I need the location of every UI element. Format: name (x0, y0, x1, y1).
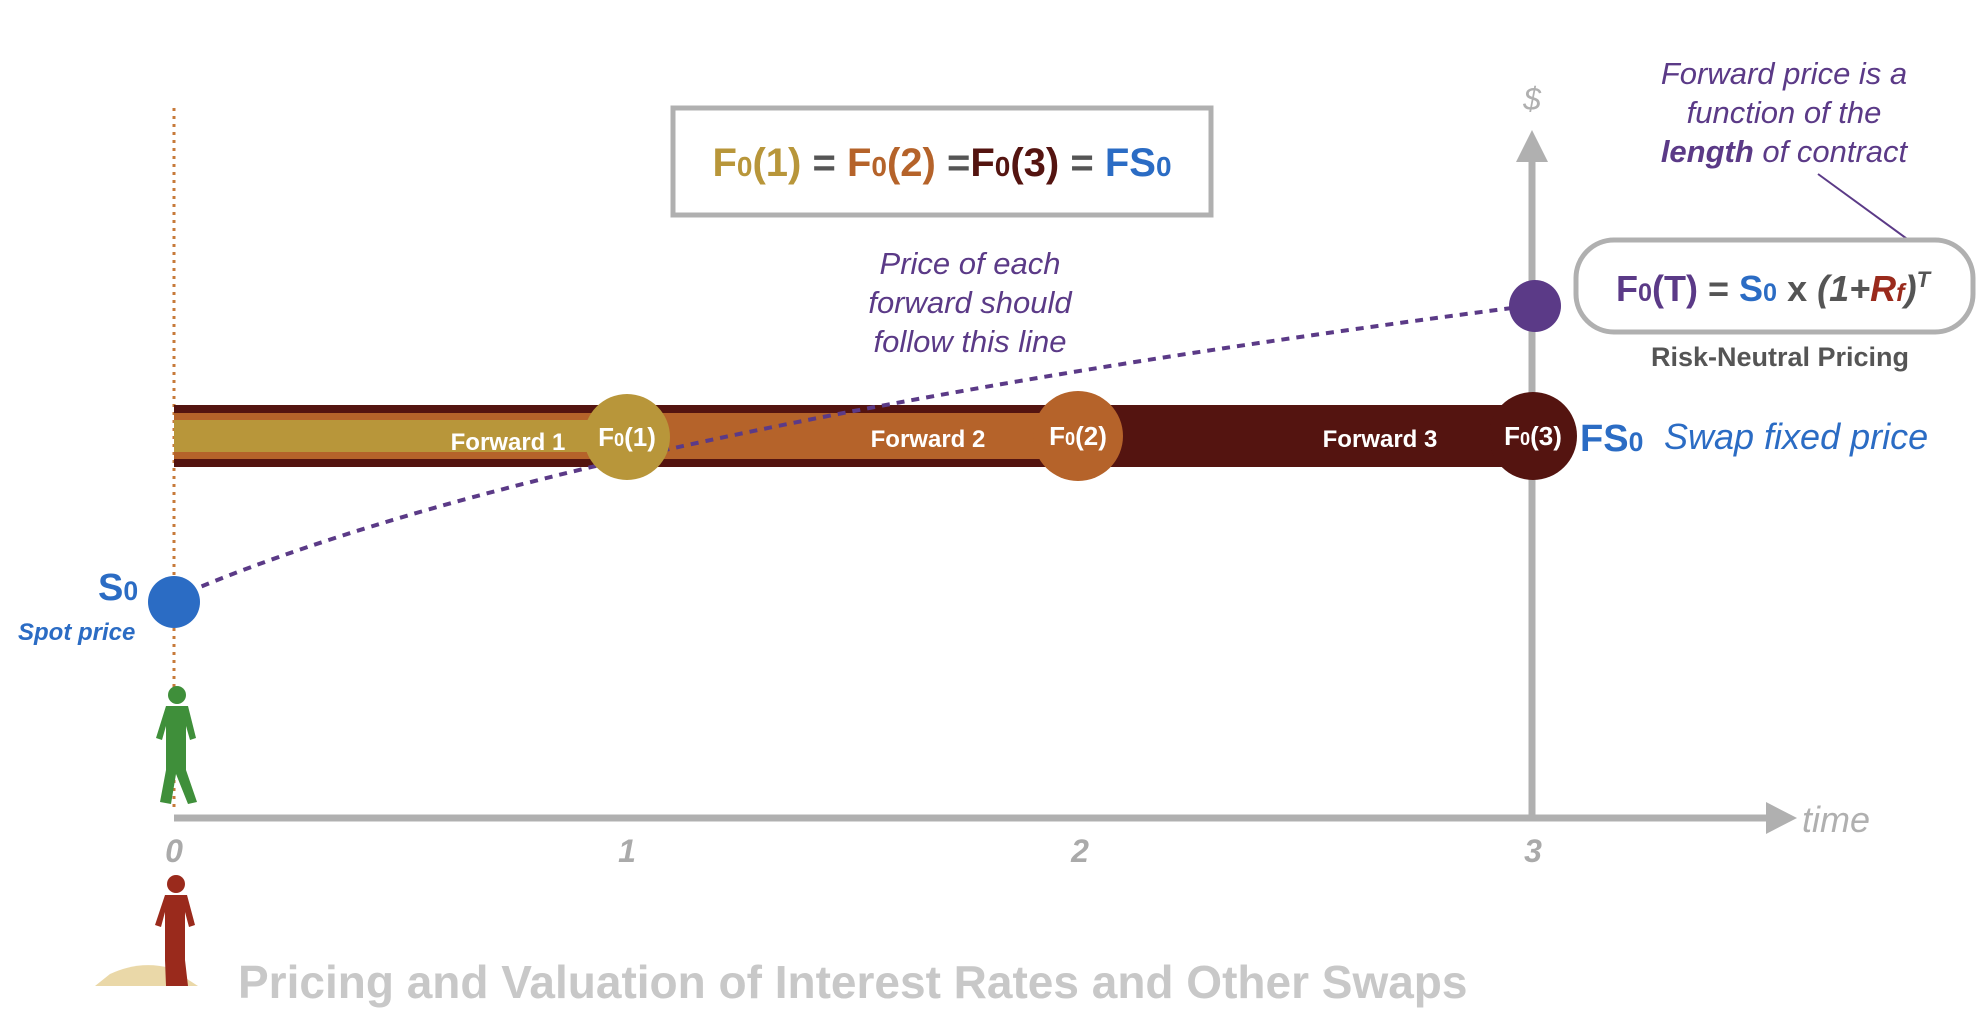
spot-symbol: S0 (98, 567, 138, 609)
spot-price-dot (148, 576, 200, 628)
risk-neutral-pricing-caption: Risk-Neutral Pricing (1651, 342, 1909, 372)
forward-2-node-label: F0(2) (1049, 421, 1107, 451)
forward-price-t-dot (1509, 280, 1561, 332)
y-axis-label: $ (1522, 81, 1542, 117)
risk-neutral-formula: F0(T) = S0 x (1+Rf)T (1616, 267, 1932, 309)
annotation-line-2: forward should (868, 285, 1073, 320)
length-annotation-line-3: length of contract (1661, 134, 1909, 169)
forward-1-bar (174, 420, 627, 452)
length-annotation-line-1: Forward price is a (1661, 56, 1907, 91)
length-annotation-line-2: function of the (1687, 95, 1882, 130)
forward-1-label: Forward 1 (451, 429, 566, 456)
green-person-icon (156, 686, 197, 804)
tick-label-0: 0 (165, 833, 183, 869)
forward-3-node-label: F0(3) (1504, 421, 1562, 451)
slide-footer-title: Pricing and Valuation of Interest Rates … (238, 956, 1468, 1008)
spot-price-label: Spot price (18, 619, 135, 646)
risk-neutral-formula-box (1573, 237, 1976, 335)
equality-equation: F0(1) = F0(2) =F0(3) = FS0 (712, 141, 1171, 185)
swap-fixed-price-label: Swap fixed price (1664, 416, 1928, 457)
x-axis-arrow-icon (1766, 802, 1797, 834)
equality-box (670, 105, 1214, 218)
forward-3-label: Forward 3 (1323, 426, 1438, 453)
tick-label-2: 2 (1070, 833, 1089, 869)
forward-1-node (584, 394, 670, 480)
forward-price-curve (173, 303, 1536, 600)
forward-2-node (1033, 391, 1123, 481)
red-person-icon (155, 875, 195, 986)
forward-2-label: Forward 2 (871, 426, 986, 453)
tick-label-3: 3 (1524, 833, 1542, 869)
tick-label-1: 1 (618, 833, 636, 869)
swap-pricing-diagram: $ time 0 1 2 3 Forward 1 Forward 2 Forwa… (18, 56, 1976, 986)
forward-1-node-label: F0(1) (598, 422, 656, 452)
forward-3-node (1489, 392, 1577, 480)
x-axis-label: time (1802, 799, 1870, 840)
annotation-line-1: Price of each (880, 246, 1061, 281)
annotation-line-3: follow this line (874, 324, 1067, 359)
y-axis-arrow-icon (1516, 130, 1548, 162)
swap-fixed-price-symbol: FS0 (1580, 418, 1643, 460)
